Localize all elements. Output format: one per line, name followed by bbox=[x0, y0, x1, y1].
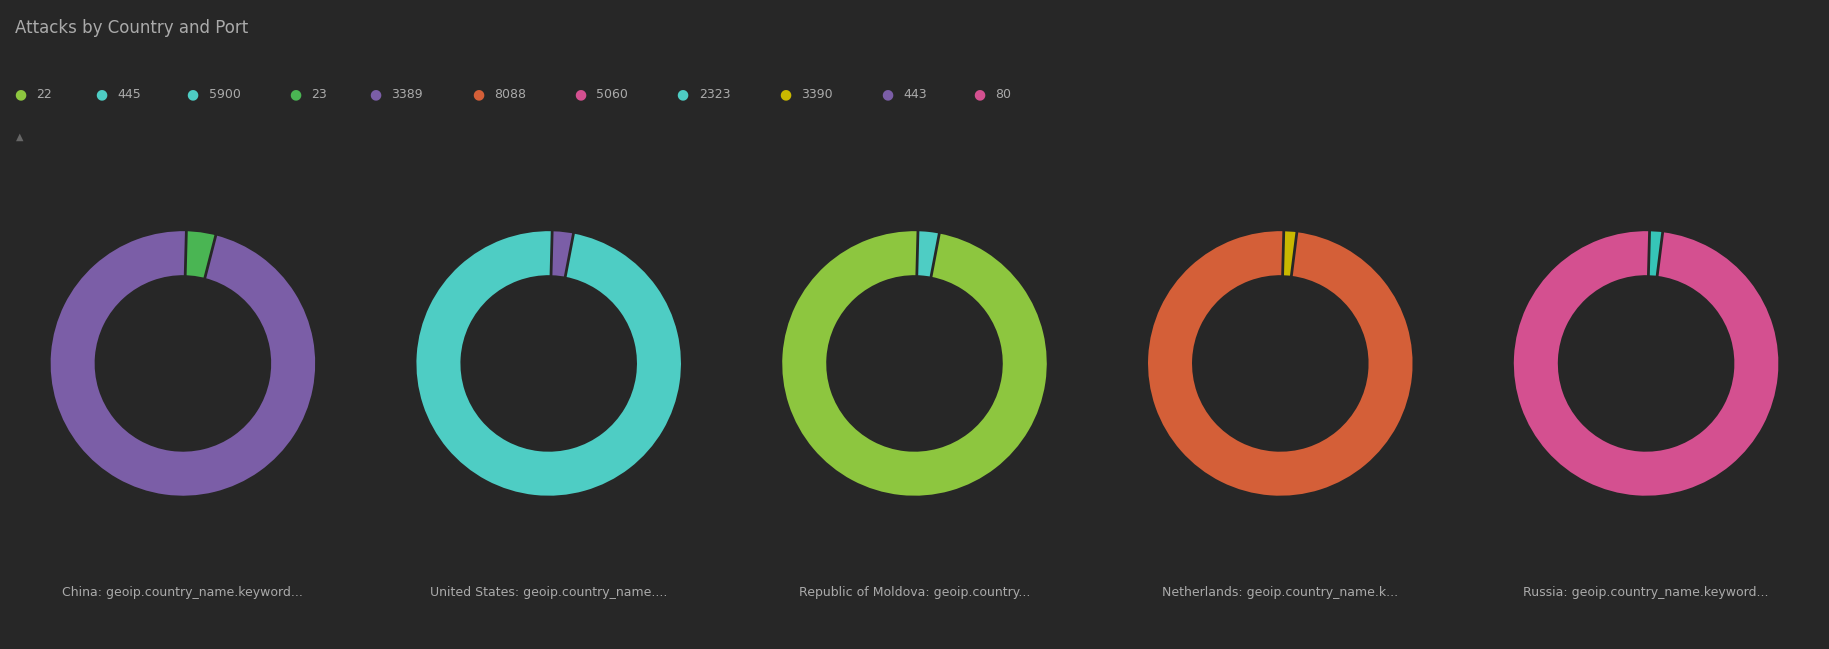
Text: Russia: geoip.country_name.keyword...: Russia: geoip.country_name.keyword... bbox=[1524, 585, 1769, 599]
Text: Netherlands: geoip.country_name.k...: Netherlands: geoip.country_name.k... bbox=[1161, 585, 1399, 599]
Wedge shape bbox=[781, 230, 1048, 497]
Wedge shape bbox=[1147, 230, 1414, 497]
Text: ●: ● bbox=[15, 87, 27, 101]
Text: Attacks by Country and Port: Attacks by Country and Port bbox=[15, 19, 249, 38]
Text: 22: 22 bbox=[37, 88, 53, 101]
Wedge shape bbox=[415, 230, 682, 497]
Text: ●: ● bbox=[472, 87, 485, 101]
Wedge shape bbox=[49, 230, 316, 497]
Wedge shape bbox=[549, 230, 682, 491]
Wedge shape bbox=[415, 230, 682, 497]
Wedge shape bbox=[415, 230, 682, 497]
Wedge shape bbox=[1513, 230, 1780, 497]
Text: ●: ● bbox=[882, 87, 894, 101]
Text: ●: ● bbox=[677, 87, 690, 101]
Wedge shape bbox=[1280, 230, 1414, 474]
Wedge shape bbox=[49, 230, 315, 497]
Text: ▲: ▲ bbox=[16, 131, 24, 141]
Text: 3389: 3389 bbox=[391, 88, 422, 101]
Text: 2323: 2323 bbox=[699, 88, 730, 101]
Text: 445: 445 bbox=[117, 88, 141, 101]
Wedge shape bbox=[914, 230, 944, 278]
Wedge shape bbox=[415, 230, 682, 497]
Text: ●: ● bbox=[289, 87, 302, 101]
Wedge shape bbox=[49, 230, 316, 497]
Wedge shape bbox=[1147, 230, 1414, 497]
Text: ●: ● bbox=[187, 87, 199, 101]
Text: 80: 80 bbox=[995, 88, 1011, 101]
Text: United States: geoip.country_name....: United States: geoip.country_name.... bbox=[430, 585, 668, 599]
Text: 5900: 5900 bbox=[209, 88, 240, 101]
Wedge shape bbox=[1147, 230, 1361, 497]
Text: ●: ● bbox=[95, 87, 108, 101]
Text: 443: 443 bbox=[904, 88, 927, 101]
Text: ●: ● bbox=[973, 87, 986, 101]
Text: 8088: 8088 bbox=[494, 88, 525, 101]
Text: 23: 23 bbox=[311, 88, 327, 101]
Wedge shape bbox=[1513, 230, 1780, 497]
Wedge shape bbox=[49, 230, 316, 497]
Text: 3390: 3390 bbox=[801, 88, 832, 101]
Text: ●: ● bbox=[574, 87, 587, 101]
Wedge shape bbox=[1513, 230, 1780, 497]
Wedge shape bbox=[1147, 230, 1414, 497]
Wedge shape bbox=[183, 230, 316, 392]
Text: ●: ● bbox=[369, 87, 382, 101]
Text: 5060: 5060 bbox=[596, 88, 627, 101]
Text: ●: ● bbox=[779, 87, 792, 101]
Wedge shape bbox=[1513, 230, 1780, 497]
Text: China: geoip.country_name.keyword...: China: geoip.country_name.keyword... bbox=[62, 585, 304, 599]
Text: Republic of Moldova: geoip.country...: Republic of Moldova: geoip.country... bbox=[799, 585, 1030, 599]
Wedge shape bbox=[1646, 230, 1769, 328]
